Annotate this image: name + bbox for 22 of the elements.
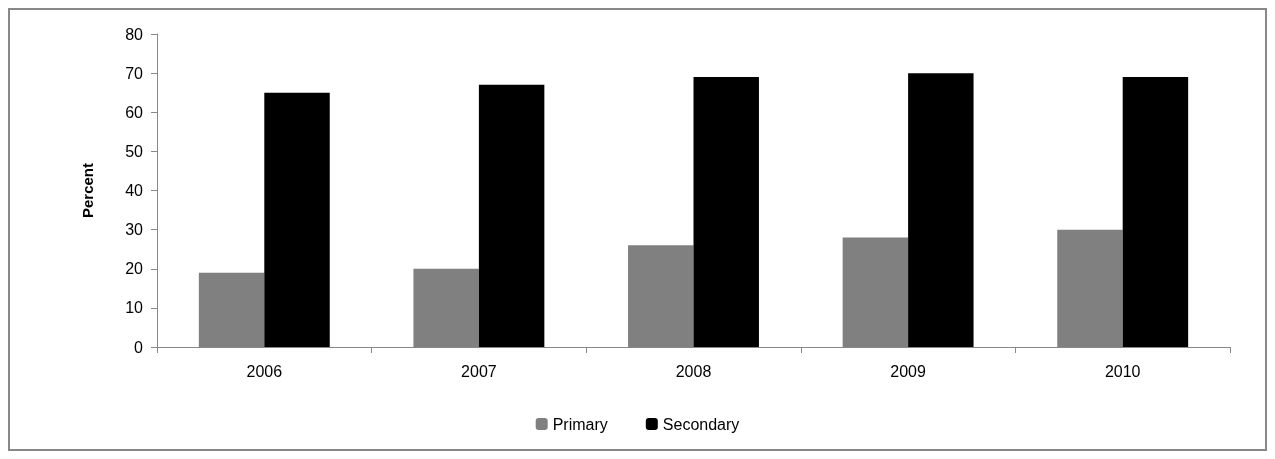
y-tick-label: 80	[125, 25, 144, 43]
y-axis-title: Percent	[79, 162, 96, 219]
legend-label: Secondary	[662, 415, 740, 433]
y-tick-label: 70	[125, 64, 144, 82]
x-tick-label: 2010	[1104, 362, 1141, 380]
y-tick-label: 40	[125, 182, 144, 199]
y-tick-label: 30	[125, 221, 144, 239]
bar	[264, 92, 330, 347]
bar	[478, 84, 545, 347]
y-tick-label: 10	[125, 299, 144, 317]
x-tick-label: 2009	[890, 362, 926, 380]
y-tick-label: 60	[125, 103, 144, 121]
bar	[693, 77, 759, 347]
y-tick-label: 0	[134, 338, 144, 356]
x-tick-label: 2006	[246, 362, 283, 380]
y-tick-label: 20	[125, 260, 144, 278]
legend-label: Primary	[552, 415, 608, 433]
y-tick-label: 50	[125, 142, 144, 160]
bar	[1122, 77, 1189, 347]
bar	[908, 73, 974, 347]
x-tick-label: 2007	[461, 362, 497, 380]
x-tick-label: 2008	[675, 362, 712, 380]
